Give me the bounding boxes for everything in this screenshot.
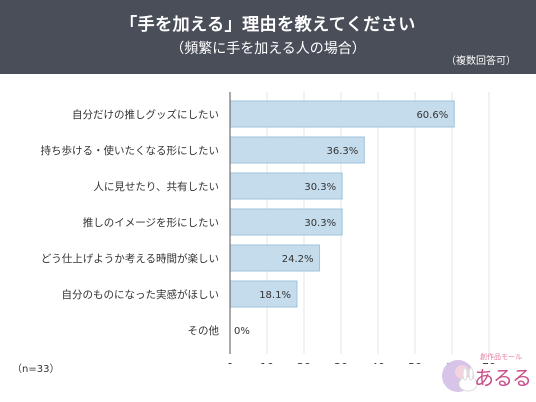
category-label-3: 推しのイメージを形にしたい bbox=[83, 216, 219, 229]
category-label-4: どう仕上げようか考える時間が楽しい bbox=[41, 252, 219, 265]
logo-wordmark: あるる bbox=[474, 366, 532, 390]
sample-size-note: （n=33） bbox=[12, 364, 60, 375]
value-label-6: 0% bbox=[234, 326, 250, 337]
chart-subtitle: （頻繁に手を加える人の場合） bbox=[170, 41, 366, 57]
bar-3 bbox=[229, 208, 343, 236]
category-label-2: 人に見せたり、共有したい bbox=[93, 180, 219, 193]
x-tick-label-2: 20 bbox=[297, 361, 311, 364]
x-tick-label-7: 70 bbox=[482, 361, 496, 364]
x-tick-label-1: 10 bbox=[260, 361, 274, 364]
logo-tagline: 創作品モール bbox=[480, 353, 522, 361]
bar-5 bbox=[229, 280, 298, 308]
x-tick-label-5: 50 bbox=[408, 361, 422, 364]
chart-title: 「手を加える」理由を教えてください bbox=[120, 15, 416, 35]
multiple-answer-note: （複数回答可） bbox=[446, 56, 516, 67]
value-label-2: 30.3% bbox=[304, 182, 336, 193]
bar-chart: 自分だけの推しグッズにしたい 60.6% 持ち歩ける・使いたくなる形にしたい 36.3… bbox=[41, 92, 512, 364]
x-tick-label-0: 0 bbox=[227, 361, 234, 364]
value-label-3: 30.3% bbox=[304, 218, 336, 229]
bar-1 bbox=[229, 136, 365, 164]
value-label-4: 24.2% bbox=[282, 254, 314, 265]
category-label-5: 自分のものになった実感がほしい bbox=[62, 288, 220, 301]
category-label-1: 持ち歩ける・使いたくなる形にしたい bbox=[41, 144, 220, 157]
category-label-6: その他 bbox=[188, 324, 220, 337]
x-tick-label-3: 30 bbox=[334, 361, 348, 364]
bar-0 bbox=[229, 100, 455, 128]
category-label-0: 自分だけの推しグッズにしたい bbox=[72, 108, 219, 121]
value-label-0: 60.6% bbox=[416, 110, 448, 121]
value-label-1: 36.3% bbox=[327, 146, 359, 157]
brand-logo-icon bbox=[442, 360, 478, 392]
chart-header: 「手を加える」理由を教えてください （頻繁に手を加える人の場合） （複数回答可） bbox=[0, 0, 536, 74]
x-tick-label-4: 40 bbox=[371, 361, 385, 364]
value-label-5: 18.1% bbox=[259, 290, 291, 301]
x-unit-label: (%) bbox=[498, 363, 512, 364]
